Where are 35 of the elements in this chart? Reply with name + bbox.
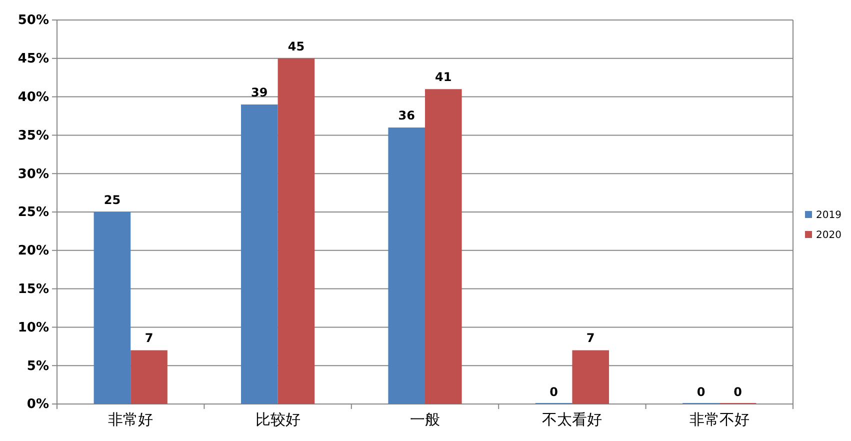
bar xyxy=(278,58,315,404)
y-tick-label: 25% xyxy=(18,205,49,220)
legend-label: 2020 xyxy=(816,230,842,241)
y-tick-label: 50% xyxy=(18,13,49,28)
x-tick-label: 非常不好 xyxy=(689,410,750,429)
data-label: 39 xyxy=(251,85,268,100)
y-tick-label: 0% xyxy=(26,397,49,412)
x-tick-label: 比较好 xyxy=(255,410,300,429)
data-label: 7 xyxy=(586,331,595,346)
data-label: 0 xyxy=(696,385,706,399)
bar xyxy=(130,350,168,404)
bar xyxy=(241,104,278,404)
y-tick-label: 40% xyxy=(18,90,49,105)
y-tick-label: 5% xyxy=(26,358,49,374)
data-label: 36 xyxy=(398,108,415,123)
bar xyxy=(425,89,462,404)
bar xyxy=(388,128,425,404)
data-label: 25 xyxy=(104,193,121,207)
y-tick-label: 15% xyxy=(18,282,49,297)
data-label: 45 xyxy=(288,39,305,54)
y-tick-label: 10% xyxy=(18,320,49,336)
data-label: 0 xyxy=(734,385,742,399)
bar xyxy=(572,350,609,404)
y-tick-label: 20% xyxy=(18,244,49,259)
y-tick-label: 30% xyxy=(18,166,49,182)
x-tick-label: 不太看好 xyxy=(542,410,602,429)
x-tick-label: 一般 xyxy=(410,410,440,429)
data-label: 0 xyxy=(550,385,558,399)
y-tick-label: 35% xyxy=(18,128,49,144)
y-tick-label: 45% xyxy=(18,52,49,67)
x-tick-label: 非常好 xyxy=(108,410,154,429)
legend-label: 2019 xyxy=(816,210,842,221)
data-label: 41 xyxy=(435,70,452,84)
bar xyxy=(94,212,131,404)
data-label: 7 xyxy=(144,331,154,346)
